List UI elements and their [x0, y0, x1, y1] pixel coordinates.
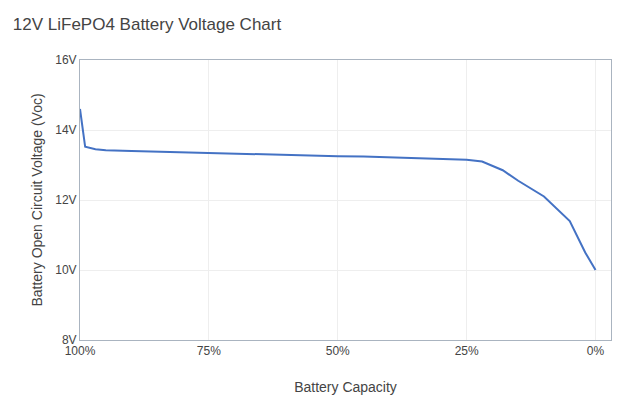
- svg-text:8V: 8V: [62, 333, 77, 347]
- svg-text:12V LiFePO4 Battery Voltage Ch: 12V LiFePO4 Battery Voltage Chart: [13, 15, 282, 34]
- svg-text:50%: 50%: [326, 344, 350, 358]
- svg-text:75%: 75%: [197, 344, 221, 358]
- svg-text:12V: 12V: [55, 193, 76, 207]
- svg-text:16V: 16V: [55, 53, 76, 67]
- svg-text:25%: 25%: [455, 344, 479, 358]
- svg-text:14V: 14V: [55, 123, 76, 137]
- svg-text:Battery Capacity: Battery Capacity: [294, 379, 397, 395]
- svg-text:10V: 10V: [55, 263, 76, 277]
- svg-text:0%: 0%: [587, 344, 605, 358]
- svg-text:Battery Open Circuit Voltage (: Battery Open Circuit Voltage (Voc): [29, 93, 45, 306]
- svg-text:100%: 100%: [65, 344, 96, 358]
